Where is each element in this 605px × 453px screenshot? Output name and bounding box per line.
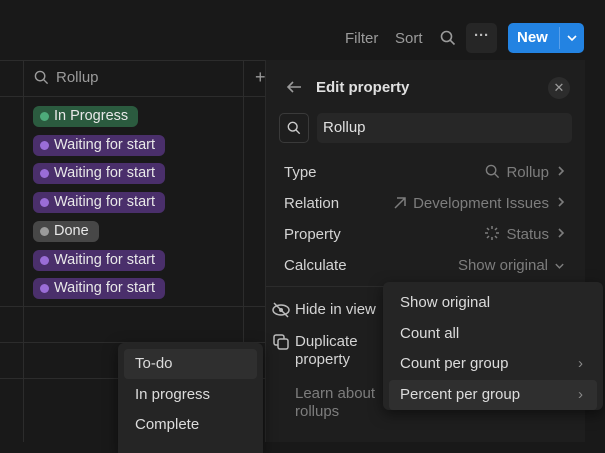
percent-per-group-submenu: To-do In progress Complete xyxy=(118,343,263,453)
status-tag[interactable]: Waiting for start xyxy=(33,249,165,271)
search-icon xyxy=(485,164,500,183)
chevron-right-icon xyxy=(549,195,565,212)
status-tag[interactable]: In Progress xyxy=(33,106,139,127)
group-option[interactable]: To-do xyxy=(124,349,257,379)
calculate-option[interactable]: Show original xyxy=(389,288,597,318)
calculate-option[interactable]: Count per group › xyxy=(389,349,597,379)
row-value[interactable]: Status xyxy=(484,223,565,249)
property-row-type[interactable]: Type Rollup xyxy=(284,161,565,185)
property-row-calculate[interactable]: Calculate Show original xyxy=(284,254,565,278)
new-button-group: New xyxy=(508,23,584,53)
new-button[interactable]: New xyxy=(517,29,548,46)
row-label: Property xyxy=(284,226,341,243)
chevron-down-icon xyxy=(548,257,565,274)
add-column-button[interactable]: + xyxy=(255,67,266,87)
icon-picker-button[interactable] xyxy=(279,113,309,143)
more-options-button[interactable]: ··· xyxy=(466,23,497,53)
row-label: Relation xyxy=(284,195,340,212)
row-label: Calculate xyxy=(284,257,347,274)
eye-slash-icon xyxy=(272,302,290,318)
hide-in-view-item[interactable]: Hide in view xyxy=(295,301,376,318)
chevron-right-icon xyxy=(549,226,565,243)
panel-title: Edit property xyxy=(316,79,410,96)
status-tag[interactable]: Waiting for start xyxy=(33,278,165,300)
option-label: Count per group xyxy=(400,355,509,372)
duplicate-icon xyxy=(273,334,289,350)
group-option[interactable]: Complete xyxy=(135,416,200,433)
property-name-input[interactable]: Rollup xyxy=(317,113,572,143)
row-value-text: Rollup xyxy=(506,164,549,181)
calculate-option[interactable]: Count all xyxy=(389,319,597,349)
row-label: Type xyxy=(284,164,317,181)
group-option[interactable]: In progress xyxy=(135,385,211,403)
arrow-up-right-icon xyxy=(393,197,407,214)
status-icon xyxy=(484,226,500,245)
status-tag[interactable]: Waiting for start xyxy=(33,163,165,185)
row-value[interactable]: Development Issues xyxy=(393,192,565,218)
chevron-right-icon: › xyxy=(578,355,583,372)
row-value-text: Status xyxy=(506,226,549,243)
property-row-relation[interactable]: Relation Development Issues xyxy=(284,192,565,216)
row-value[interactable]: Rollup xyxy=(485,161,565,187)
rollup-icon xyxy=(34,70,49,85)
calculate-menu: Show original Count all Count per group › Pe… xyxy=(383,282,603,410)
row-value[interactable]: Show original xyxy=(458,254,565,278)
option-label: Count all xyxy=(400,324,460,342)
close-button[interactable]: ✕ xyxy=(548,77,570,99)
chevron-down-icon[interactable] xyxy=(566,34,578,42)
property-row-property[interactable]: Property Status xyxy=(284,223,565,247)
close-icon: ✕ xyxy=(553,80,565,95)
chevron-right-icon: › xyxy=(578,385,583,403)
search-icon[interactable] xyxy=(440,30,456,46)
column-header-rollup[interactable]: Rollup xyxy=(56,69,99,86)
row-value-text: Show original xyxy=(457,257,548,274)
duplicate-property-item[interactable]: Duplicate property xyxy=(295,333,358,368)
row-value-text: Development Issues xyxy=(413,195,549,212)
chevron-right-icon xyxy=(549,164,565,181)
learn-about-rollups-link[interactable]: Learn about rollups xyxy=(295,385,376,420)
calculate-option[interactable]: Percent per group › xyxy=(389,379,597,410)
status-tag[interactable]: Waiting for start xyxy=(33,192,165,214)
option-label: Percent per group xyxy=(400,385,521,403)
divider xyxy=(559,27,560,49)
search-icon xyxy=(287,121,301,135)
filter-button[interactable]: Filter xyxy=(345,30,379,47)
status-tag[interactable]: Waiting for start xyxy=(33,134,165,156)
status-tag[interactable]: Done xyxy=(33,220,99,242)
back-arrow-icon[interactable] xyxy=(286,80,302,94)
option-label: Show original xyxy=(400,294,491,311)
sort-button[interactable]: Sort xyxy=(395,30,423,47)
